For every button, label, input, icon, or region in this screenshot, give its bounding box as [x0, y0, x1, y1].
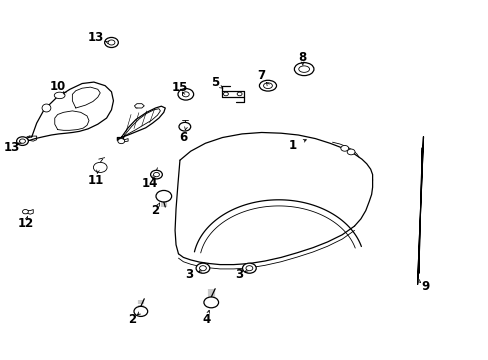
Circle shape: [20, 139, 25, 143]
Text: 4: 4: [202, 313, 210, 326]
Circle shape: [108, 40, 115, 45]
Circle shape: [17, 137, 28, 145]
Text: 12: 12: [17, 217, 34, 230]
Text: 10: 10: [49, 80, 66, 93]
Circle shape: [196, 263, 209, 273]
Circle shape: [150, 170, 162, 179]
Text: 5: 5: [211, 76, 219, 89]
Circle shape: [242, 263, 256, 273]
Text: 2: 2: [151, 204, 159, 217]
Circle shape: [182, 92, 189, 97]
Text: 1: 1: [288, 139, 296, 152]
Circle shape: [134, 306, 147, 316]
Circle shape: [22, 210, 28, 214]
Circle shape: [156, 190, 171, 202]
Circle shape: [118, 139, 124, 144]
Circle shape: [104, 37, 118, 48]
Circle shape: [245, 266, 252, 271]
Text: 8: 8: [298, 51, 305, 64]
Text: 9: 9: [421, 280, 428, 293]
Ellipse shape: [259, 80, 276, 91]
Text: 3: 3: [185, 268, 193, 281]
Text: 6: 6: [179, 131, 187, 144]
Circle shape: [178, 89, 193, 100]
Circle shape: [340, 145, 348, 151]
Text: 3: 3: [235, 268, 243, 281]
Ellipse shape: [42, 104, 51, 112]
Text: 13: 13: [4, 141, 20, 154]
Ellipse shape: [54, 92, 65, 99]
Circle shape: [223, 92, 228, 96]
Circle shape: [203, 297, 218, 308]
Circle shape: [93, 162, 107, 172]
Circle shape: [237, 92, 242, 96]
Circle shape: [346, 149, 354, 155]
Ellipse shape: [294, 63, 313, 76]
Text: 11: 11: [87, 174, 103, 187]
Text: 15: 15: [171, 81, 188, 94]
Text: 7: 7: [257, 69, 264, 82]
Text: 2: 2: [128, 313, 136, 326]
Ellipse shape: [298, 66, 309, 72]
Circle shape: [179, 122, 190, 131]
Circle shape: [199, 266, 206, 271]
Text: 14: 14: [141, 177, 158, 190]
Text: 13: 13: [87, 31, 104, 44]
Circle shape: [153, 172, 159, 177]
Ellipse shape: [263, 83, 272, 89]
